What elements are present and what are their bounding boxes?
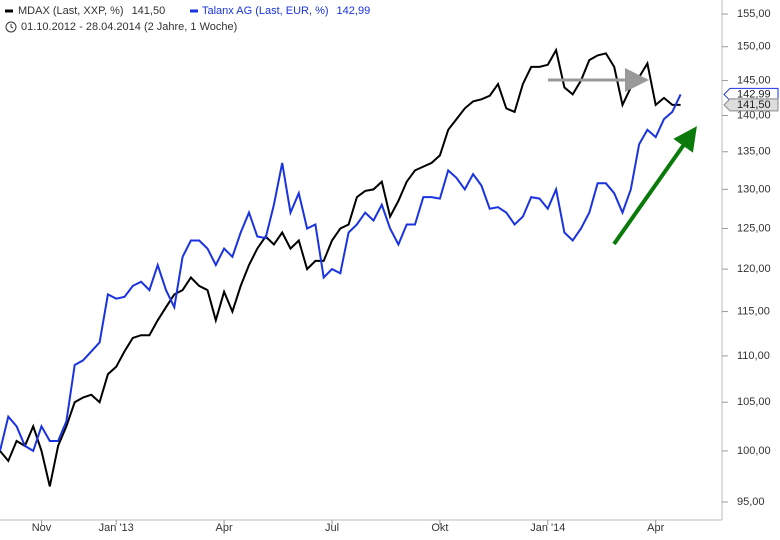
series-line — [0, 93, 682, 453]
plot — [0, 47, 682, 487]
x-tick-label: Jan '13 — [99, 522, 134, 534]
x-tick-label: Okt — [431, 522, 448, 534]
y-tick-label: 140,00 — [737, 109, 771, 121]
legend-label: Talanx AG (Last, EUR, %) — [202, 5, 329, 17]
series-line — [0, 47, 681, 487]
x-tick-label: Jul — [325, 522, 339, 534]
annotation-arrow — [612, 126, 697, 246]
subtitle: 01.10.2012 - 28.04.2014 (2 Jahre, 1 Woch… — [21, 21, 237, 33]
x-tick-label: Apr — [216, 522, 233, 534]
y-tick-label: 105,00 — [737, 396, 771, 408]
last-value-label: 141,50 — [737, 99, 771, 111]
y-tick-label: 155,00 — [737, 8, 771, 20]
y-tick-label: 150,00 — [737, 41, 771, 53]
last-value-box — [723, 98, 779, 112]
clock-hand — [10, 24, 14, 29]
legend-label: MDAX (Last, XXP, %) — [18, 5, 124, 17]
y-tick-label: 135,00 — [737, 146, 771, 158]
y-tick-label: 120,00 — [737, 263, 771, 275]
legend-entry: MDAX (Last, XXP, %) 141,50 — [18, 5, 165, 17]
y-tick-label: 100,00 — [737, 445, 771, 457]
clock-icon — [5, 21, 17, 33]
x-tick-label: Jan '14 — [530, 522, 565, 534]
y-tick-label: 95,00 — [737, 496, 765, 508]
x-tick-label: Nov — [32, 522, 52, 534]
legend-value: 142,99 — [337, 5, 371, 17]
y-tick-label: 115,00 — [737, 305, 770, 317]
last-value-label: 142,99 — [737, 88, 771, 100]
y-tick-label: 125,00 — [737, 222, 771, 234]
x-tick-label: Apr — [647, 522, 664, 534]
y-tick-label: 110,00 — [737, 350, 770, 362]
y-tick-label: 145,00 — [737, 74, 771, 86]
legend-value: 141,50 — [132, 5, 166, 17]
y-tick-label: 130,00 — [737, 183, 771, 195]
legend-entry: Talanx AG (Last, EUR, %) 142,99 — [202, 5, 370, 17]
